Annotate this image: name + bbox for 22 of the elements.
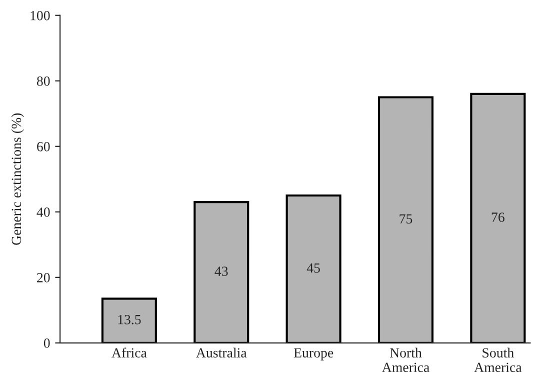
data-label: 43 — [214, 266, 228, 276]
bar — [286, 194, 342, 343]
x-tick-label: Europe — [294, 348, 334, 360]
y-tick-label: 60 — [37, 142, 50, 152]
data-label: 76 — [492, 212, 504, 222]
x-tick-label: Australia — [196, 348, 247, 358]
data-label: 13.5 — [118, 314, 141, 324]
y-axis-title: Generic extinctions (%) — [11, 113, 24, 245]
bar — [378, 96, 434, 343]
y-tick-label: 40 — [36, 207, 50, 217]
y-tick-label: 80 — [36, 76, 50, 86]
x-tick-label: North America — [382, 348, 430, 372]
y-tick-label: 100 — [30, 10, 50, 20]
y-tick-label: 0 — [44, 338, 50, 348]
bar — [470, 92, 526, 343]
bar — [194, 201, 250, 343]
data-label: 45 — [306, 263, 320, 273]
bar — [101, 298, 157, 343]
data-label: 75 — [400, 214, 412, 224]
y-tick-label: 20 — [37, 272, 50, 282]
x-tick-label: South America — [474, 348, 522, 372]
x-tick-label: Africa — [112, 348, 147, 358]
